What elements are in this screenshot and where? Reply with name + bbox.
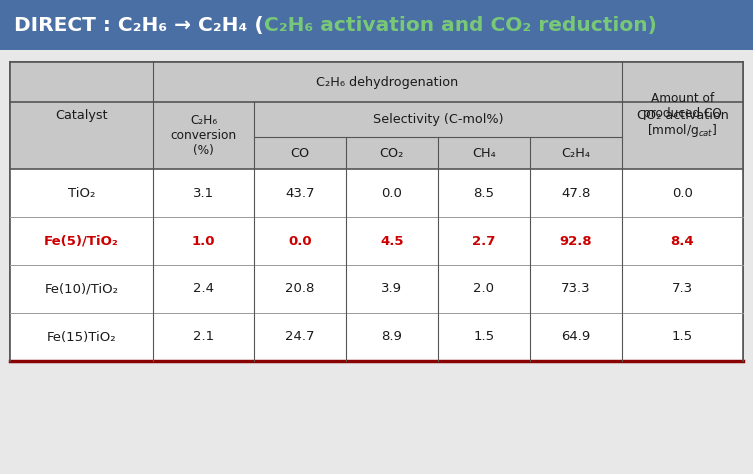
Text: CO₂ activation: CO₂ activation — [636, 109, 728, 122]
Text: 2.7: 2.7 — [472, 235, 495, 247]
Text: C₂H₄: C₂H₄ — [562, 146, 590, 159]
Text: Fe(15)TiO₂: Fe(15)TiO₂ — [47, 330, 117, 344]
Text: Fe(5)/TiO₂: Fe(5)/TiO₂ — [44, 235, 119, 247]
Bar — [346, 137, 437, 169]
Text: 3.1: 3.1 — [193, 186, 214, 200]
Text: 1.0: 1.0 — [192, 235, 215, 247]
Bar — [622, 62, 743, 169]
Text: 24.7: 24.7 — [285, 330, 315, 344]
Text: CO₂: CO₂ — [380, 146, 404, 159]
Text: 43.7: 43.7 — [285, 186, 315, 200]
Text: C₂H₆
conversion
(%): C₂H₆ conversion (%) — [170, 114, 236, 157]
Text: 47.8: 47.8 — [561, 186, 590, 200]
Text: CH₄: CH₄ — [472, 146, 495, 159]
Text: 1.5: 1.5 — [474, 330, 495, 344]
Text: CO: CO — [290, 146, 309, 159]
Text: 2.1: 2.1 — [193, 330, 214, 344]
Bar — [530, 137, 622, 169]
Text: 0.0: 0.0 — [288, 235, 312, 247]
Text: 8.9: 8.9 — [382, 330, 402, 344]
Text: 3.9: 3.9 — [381, 283, 402, 295]
Text: Selectivity (C-mol%): Selectivity (C-mol%) — [373, 113, 503, 126]
Text: 4.5: 4.5 — [380, 235, 404, 247]
Text: TiO₂: TiO₂ — [68, 186, 96, 200]
Bar — [153, 102, 254, 169]
Text: C₂H₆ dehydrogenation: C₂H₆ dehydrogenation — [316, 75, 459, 89]
Text: 2.4: 2.4 — [193, 283, 214, 295]
Text: 20.8: 20.8 — [285, 283, 315, 295]
Bar — [153, 62, 622, 102]
Bar — [254, 102, 622, 137]
Text: 1.5: 1.5 — [672, 330, 693, 344]
Text: 8.4: 8.4 — [671, 235, 694, 247]
Text: Catalyst: Catalyst — [55, 109, 108, 122]
Bar — [10, 169, 743, 361]
Text: 0.0: 0.0 — [382, 186, 402, 200]
Text: 2.0: 2.0 — [474, 283, 495, 295]
Text: 8.5: 8.5 — [474, 186, 495, 200]
Bar — [437, 137, 530, 169]
Text: C₂H₆ activation and CO₂ reduction): C₂H₆ activation and CO₂ reduction) — [264, 16, 657, 35]
Text: 73.3: 73.3 — [561, 283, 591, 295]
Bar — [254, 137, 346, 169]
Bar — [0, 0, 753, 50]
Bar — [10, 62, 153, 169]
Text: Amount of
produced CO
[mmol/g$_{cat}$]: Amount of produced CO [mmol/g$_{cat}$] — [643, 92, 722, 139]
Text: DIRECT : C₂H₆ → C₂H₄ (: DIRECT : C₂H₆ → C₂H₄ ( — [14, 16, 264, 35]
Text: 0.0: 0.0 — [672, 186, 693, 200]
Text: Fe(10)/TiO₂: Fe(10)/TiO₂ — [44, 283, 118, 295]
Text: 64.9: 64.9 — [561, 330, 590, 344]
Text: 92.8: 92.8 — [559, 235, 593, 247]
Bar — [10, 62, 743, 361]
Text: 7.3: 7.3 — [672, 283, 693, 295]
